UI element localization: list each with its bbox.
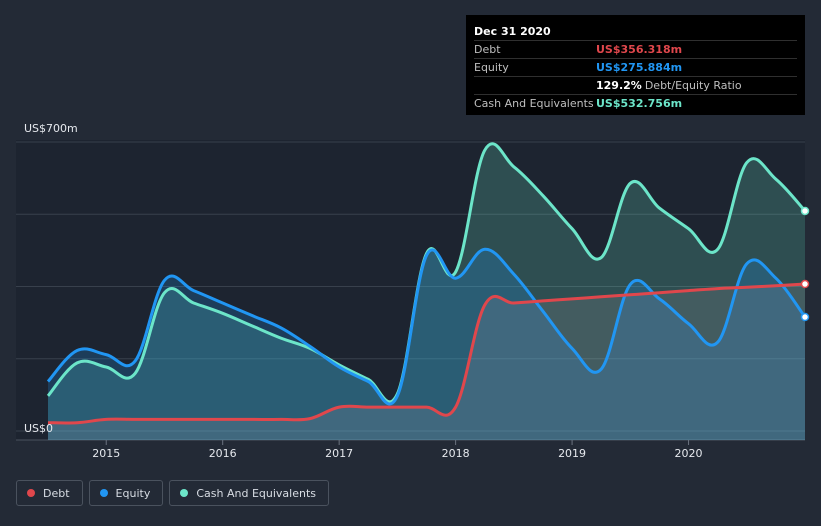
tooltip-row-cash: Cash And Equivalents US$532.756m	[474, 94, 797, 112]
tooltip-label: Equity	[474, 61, 509, 74]
y-tick-label-top: US$700m	[24, 122, 78, 135]
x-tick-label: 2020	[675, 447, 703, 460]
tooltip-value: 129.2%	[596, 79, 642, 92]
equity-dot-icon	[99, 489, 108, 497]
x-tick-label: 2017	[325, 447, 353, 460]
equity-area	[48, 249, 805, 440]
cash-and-equivalents-area	[48, 143, 805, 440]
tooltip-value: US$275.884m	[596, 61, 683, 74]
plot-background	[16, 140, 805, 440]
legend-label: Equity	[115, 486, 151, 500]
x-tick-label: 2015	[92, 447, 120, 460]
debt-dot-icon	[27, 489, 35, 497]
y-tick-label-zero: US$0	[24, 422, 54, 435]
x-tick-label: 2016	[209, 447, 237, 460]
equity-end-point	[800, 312, 810, 322]
legend-label: Debt	[43, 486, 70, 500]
legend-item-cash[interactable]: Cash And Equivalents	[169, 480, 329, 506]
tooltip-value: US$532.756m	[596, 97, 683, 110]
cash-dot-icon	[180, 489, 189, 497]
x-tick-label: 2019	[558, 447, 586, 460]
cash-and-equivalents-end-point	[800, 206, 810, 216]
debt-line	[47, 282, 806, 425]
legend-item-debt[interactable]: Debt	[16, 480, 83, 506]
x-axis: 2015 2016 2017 2018 2019 2020	[92, 440, 703, 460]
tooltip-label: Cash And Equivalents	[474, 97, 594, 110]
series-lines	[46, 142, 807, 425]
tooltip-label: Debt	[474, 43, 501, 56]
grid	[16, 140, 805, 441]
tooltip-row-debt: Debt US$356.318m	[474, 40, 797, 58]
tooltip-row-ratio: 129.2% Debt/Equity Ratio	[474, 76, 797, 94]
legend-item-equity[interactable]: Equity	[88, 480, 164, 506]
tooltip: Dec 31 2020 Debt US$356.318m Equity US$2…	[466, 15, 805, 115]
legend: Debt Equity Cash And Equivalents	[16, 480, 329, 506]
tooltip-date: Dec 31 2020	[474, 25, 551, 38]
tooltip-value: US$356.318m	[596, 43, 683, 56]
tooltip-extra: Debt/Equity Ratio	[644, 79, 742, 92]
end-markers	[800, 206, 810, 322]
debt-end-point	[800, 279, 810, 289]
tooltip-label	[474, 77, 596, 94]
equity-line	[46, 247, 807, 406]
tooltip-row-equity: Equity US$275.884m	[474, 58, 797, 76]
x-tick-label: 2018	[442, 447, 470, 460]
legend-label: Cash And Equivalents	[196, 486, 316, 500]
